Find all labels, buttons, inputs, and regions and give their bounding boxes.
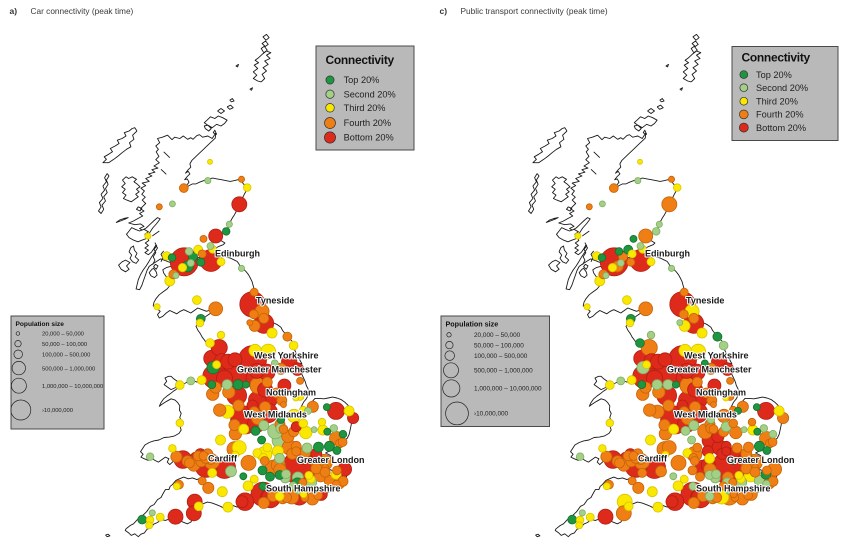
svg-text:Tyneside: Tyneside — [256, 296, 294, 306]
svg-text:›10,000,000: ›10,000,000 — [474, 411, 509, 418]
svg-text:1,000,000 – 10,000,000: 1,000,000 – 10,000,000 — [42, 384, 103, 390]
svg-text:West Midlands: West Midlands — [244, 410, 307, 420]
svg-text:20,000 – 50,000: 20,000 – 50,000 — [42, 332, 84, 338]
svg-text:a): a) — [10, 6, 18, 16]
svg-text:Edinburgh: Edinburgh — [215, 249, 260, 259]
svg-text:50,000 – 100,000: 50,000 – 100,000 — [42, 342, 87, 348]
svg-text:›10,000,000: ›10,000,000 — [42, 408, 73, 414]
svg-text:Cardiff: Cardiff — [638, 454, 668, 464]
svg-text:20,000 – 50,000: 20,000 – 50,000 — [474, 332, 521, 339]
svg-text:Car connectivity (peak time): Car connectivity (peak time) — [31, 6, 134, 16]
svg-text:Fourth 20%: Fourth 20% — [756, 110, 804, 120]
svg-text:Third 20%: Third 20% — [344, 103, 386, 113]
svg-text:West Yorkshire: West Yorkshire — [254, 351, 319, 361]
svg-text:Connectivity: Connectivity — [326, 53, 395, 67]
svg-text:Nottingham: Nottingham — [696, 388, 746, 398]
svg-text:West Midlands: West Midlands — [674, 410, 737, 420]
svg-text:Third 20%: Third 20% — [756, 96, 798, 106]
svg-text:Greater London: Greater London — [727, 455, 795, 465]
svg-text:Top 20%: Top 20% — [344, 75, 380, 85]
svg-text:100,000 – 500,000: 100,000 – 500,000 — [474, 353, 528, 360]
svg-text:Population size: Population size — [446, 319, 499, 328]
svg-text:500,000 – 1,000,000: 500,000 – 1,000,000 — [42, 366, 95, 372]
svg-text:Population size: Population size — [16, 321, 65, 328]
svg-text:Bottom 20%: Bottom 20% — [756, 123, 806, 133]
svg-text:Nottingham: Nottingham — [266, 388, 316, 398]
svg-text:c): c) — [440, 6, 448, 16]
svg-text:Second 20%: Second 20% — [344, 89, 396, 99]
svg-text:South Hampshire: South Hampshire — [696, 484, 771, 494]
svg-text:Cardiff: Cardiff — [208, 454, 238, 464]
svg-text:500,000 – 1,000,000: 500,000 – 1,000,000 — [474, 368, 533, 375]
svg-text:Tyneside: Tyneside — [686, 296, 724, 306]
svg-text:Fourth 20%: Fourth 20% — [344, 118, 392, 128]
svg-text:100,000 – 500,000: 100,000 – 500,000 — [42, 353, 90, 359]
svg-text:Edinburgh: Edinburgh — [645, 249, 690, 259]
svg-text:West Yorkshire: West Yorkshire — [684, 351, 749, 361]
svg-text:Public transport connectivity: Public transport connectivity (peak time… — [461, 6, 608, 16]
svg-text:Bottom 20%: Bottom 20% — [344, 133, 394, 143]
svg-text:Top 20%: Top 20% — [756, 70, 792, 80]
svg-text:Connectivity: Connectivity — [742, 51, 811, 65]
svg-text:50,000 – 100,000: 50,000 – 100,000 — [474, 342, 524, 349]
svg-text:Greater London: Greater London — [297, 455, 365, 465]
svg-text:South Hampshire: South Hampshire — [266, 484, 341, 494]
svg-text:Greater Manchester: Greater Manchester — [237, 365, 322, 375]
svg-text:Greater Manchester: Greater Manchester — [667, 365, 752, 375]
svg-text:1,000,000 – 10,000,000: 1,000,000 – 10,000,000 — [474, 386, 542, 393]
svg-text:Second 20%: Second 20% — [756, 83, 808, 93]
